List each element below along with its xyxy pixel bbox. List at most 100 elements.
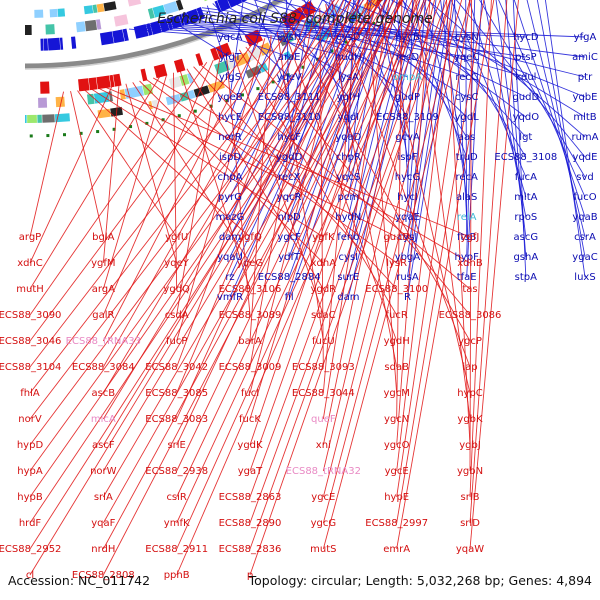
gene-label-minus: yqaF: [91, 518, 115, 529]
gene-label-minus: fucP: [166, 336, 187, 347]
gene-label-minus: fucK: [239, 414, 261, 425]
gene-feature-block: [38, 97, 48, 108]
gene-label-minus: nrdH: [91, 544, 115, 555]
gene-label-minus: srlA: [94, 492, 113, 503]
leader-line: [176, 0, 345, 394]
gene-feature-block: [163, 1, 179, 15]
gene-label-plus: rusA: [396, 272, 419, 283]
gene-label-minus: norW: [90, 466, 117, 477]
gene-label-minus: hypB: [17, 492, 43, 503]
gene-label-minus: queF: [311, 414, 336, 425]
leader-line: [390, 0, 586, 118]
gene-label-minus: ECS88_2836: [219, 544, 282, 555]
gene-label-plus: csrA: [574, 232, 596, 243]
gene-label-plus: relA: [457, 212, 477, 223]
gene-label-plus: amiC: [572, 52, 598, 63]
leader-line: [322, 0, 463, 524]
gene-label-minus: ygcE: [311, 492, 335, 503]
gene-label-plus: chpA: [217, 172, 242, 183]
leader-line: [176, 38, 266, 342]
leader-line: [29, 0, 352, 420]
gene-label-plus: yqaE: [395, 212, 420, 223]
gene-label-plus: truD: [456, 152, 478, 163]
tick-mark-dot: [209, 104, 213, 108]
leader-line: [249, 0, 418, 472]
gene-label-minus: hrdF: [19, 518, 42, 529]
tick-mark-dot: [372, 21, 376, 25]
leader-line: [229, 0, 292, 138]
leader-line: [322, 0, 359, 394]
leader-line: [132, 82, 251, 264]
gene-feature-block: [59, 37, 64, 50]
leader-line: [134, 27, 290, 38]
gene-feature-block: [78, 78, 90, 92]
gene-feature-block: [49, 8, 58, 18]
gene-label-minus: ygfM: [91, 258, 115, 269]
gene-label-minus: p: [247, 570, 253, 581]
gene-feature-block: [152, 4, 166, 18]
leader-line: [229, 0, 357, 258]
gene-feature-block: [47, 37, 61, 51]
accession-text: Accession: NC_011742: [8, 573, 150, 588]
gene-label-plus: nlpD: [278, 212, 301, 223]
gene-label-plus: aas: [458, 132, 475, 143]
gene-label-minus: argP: [19, 232, 41, 243]
gene-label-layer: 3200 kbp3150 kbp3100 kbp3050 kbp3000 kbp…: [0, 32, 599, 581]
gene-feature-block: [127, 85, 145, 99]
leader-line: [512, 0, 527, 278]
gene-label-minus: ECS88_2890: [219, 518, 282, 529]
gene-label-plus: rz: [225, 272, 234, 283]
gene-feature-block: [112, 29, 125, 44]
tick-mark-dot: [129, 125, 133, 129]
gene-label-minus: bglA: [92, 232, 114, 243]
gene-label-minus: srlD: [460, 518, 480, 529]
gene-label-minus: ygdH: [384, 336, 410, 347]
gene-label-plus: pcm: [338, 192, 360, 203]
gene-label-plus: hydN: [335, 212, 361, 223]
leader-line: [288, 0, 391, 278]
gene-label-plus: yqeC: [454, 52, 479, 63]
gene-label-plus: rpoS: [514, 212, 537, 223]
gene-label-minus: sdaC: [311, 310, 336, 321]
leader-line: [331, 0, 471, 368]
gene-label-minus: lysR: [386, 258, 407, 269]
gene-label-plus: ECS88_2884: [258, 272, 321, 283]
leader-line: [179, 70, 251, 290]
leader-line: [544, 0, 586, 278]
gene-label-plus: mltB: [573, 112, 596, 123]
leader-line: [29, 62, 208, 316]
gene-label-plus: gshA: [513, 252, 538, 263]
leader-line: [29, 0, 381, 576]
gene-label-plus: nudH: [335, 52, 362, 63]
gene-label-plus: stpA: [515, 272, 537, 283]
tick-mark-dot: [240, 93, 244, 97]
leader-line: [347, 0, 408, 238]
gene-label-minus: mutH: [16, 284, 44, 295]
leader-line: [102, 0, 404, 550]
leader-line: [229, 0, 364, 298]
gene-label-plus: chpR: [336, 152, 361, 163]
leader-line: [29, 0, 373, 472]
gene-label-plus: yqfH: [337, 92, 360, 103]
tick-mark-dot: [225, 99, 229, 103]
gene-label-plus: cysI: [339, 252, 359, 263]
gene-label-plus: ispF: [397, 152, 417, 163]
gene-label-plus: R: [404, 292, 411, 303]
gene-feature-block: [54, 113, 70, 123]
gene-label-plus: gcvA: [395, 132, 420, 143]
leader-line: [271, 0, 586, 78]
leader-line: [102, 0, 387, 472]
gene-label-plus: hycD: [513, 32, 539, 43]
gene-label-minus: xdhC: [17, 258, 43, 269]
leader-line: [322, 0, 435, 472]
gene-feature-block: [127, 0, 142, 7]
leader-line: [483, 0, 527, 218]
leader-line: [176, 0, 369, 420]
leader-line: [102, 84, 120, 264]
leader-line: [249, 0, 448, 550]
leader-line: [102, 0, 404, 576]
gene-label-plus: pyrG: [218, 192, 242, 203]
leader-line: [29, 0, 379, 498]
gene-label-plus: fucA: [515, 172, 537, 183]
gene-feature-block: [25, 114, 27, 123]
